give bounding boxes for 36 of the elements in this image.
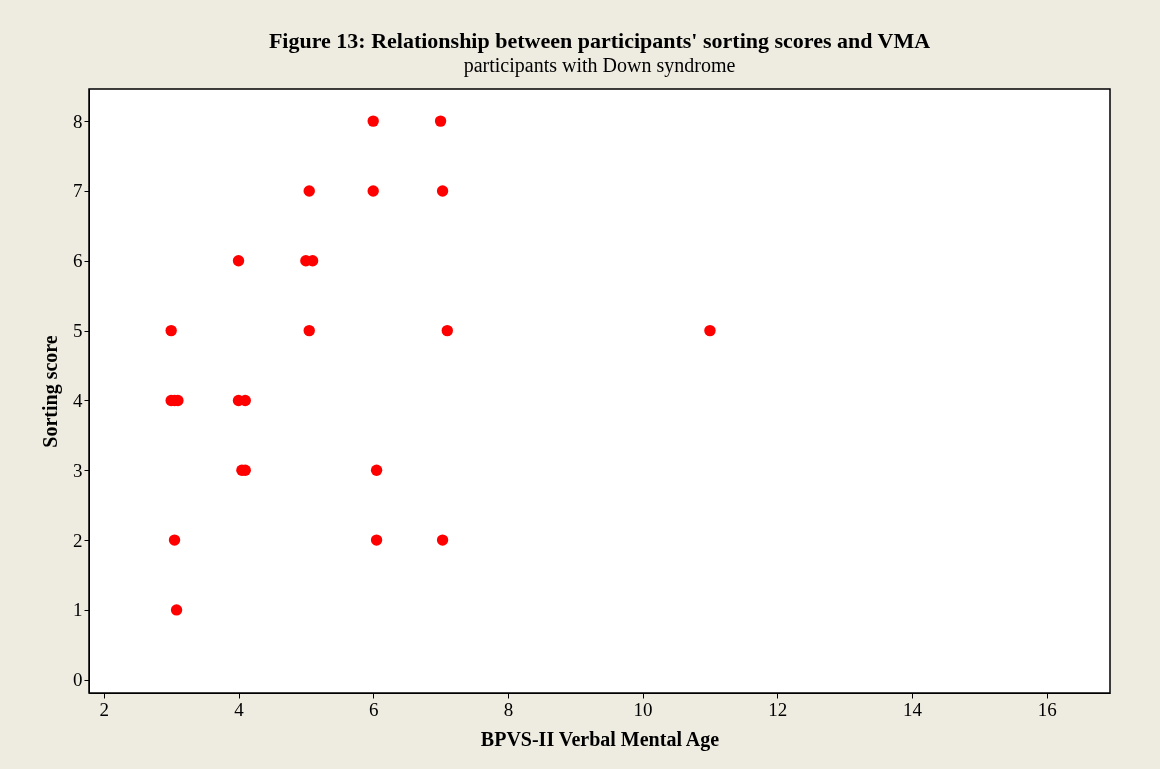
point (170, 604, 183, 616)
point (434, 115, 447, 127)
y-tick-label: 0 (73, 669, 83, 691)
point (367, 115, 379, 127)
y-tick-label: 4 (73, 389, 83, 411)
point (168, 534, 181, 546)
point (704, 324, 716, 337)
point (303, 324, 315, 337)
point (232, 255, 245, 267)
point (441, 324, 453, 337)
point (165, 324, 177, 337)
x-tick-label: 12 (768, 698, 788, 720)
chart-subtitle: participants with Down syndrome (463, 54, 736, 77)
y-tick-label: 3 (73, 459, 83, 481)
y-tick-label: 5 (73, 320, 83, 342)
x-tick-label: 16 (1037, 698, 1057, 720)
y-tick-label: 7 (73, 180, 83, 202)
x-tick-label: 2 (99, 698, 110, 720)
x-tick-label: 8 (503, 698, 514, 720)
point (370, 534, 383, 546)
x-tick-label: 4 (234, 698, 245, 720)
chart-title: Figure 13: Relationship between participants' sorting scores and VMA (268, 28, 931, 53)
point (367, 185, 379, 197)
y-tick-label: 2 (73, 529, 83, 551)
point (436, 185, 449, 197)
y-tick-label: 6 (73, 250, 83, 272)
y-tick-label: 8 (73, 110, 83, 132)
x-tick-label: 14 (903, 698, 923, 720)
y-axis-title: Sorting score (39, 335, 62, 448)
point (370, 464, 383, 476)
x-tick-label: 10 (633, 698, 653, 720)
x-tick-label: 6 (368, 698, 379, 720)
y-tick-label: 1 (73, 599, 83, 621)
point (436, 534, 449, 546)
point (303, 185, 315, 197)
x-axis-title: BPVS-II Verbal Mental Age (480, 727, 720, 751)
